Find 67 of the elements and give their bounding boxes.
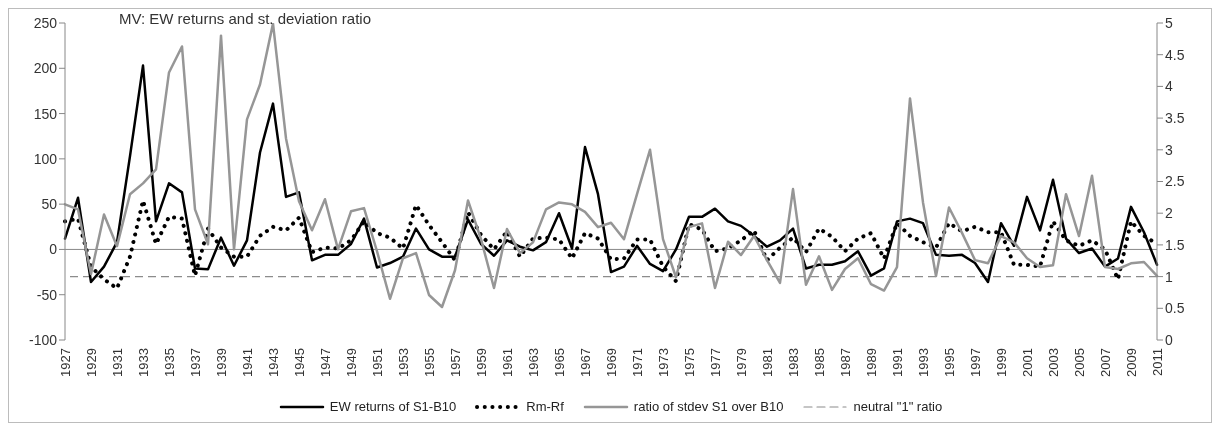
x-tick-label: 1945 [291, 348, 307, 377]
x-tick-label: 2005 [1071, 348, 1087, 377]
y2-tick-label: 5 [1165, 14, 1173, 31]
x-tick-label: 1927 [57, 348, 73, 377]
x-tick-label: 1957 [447, 348, 463, 377]
x-tick-label: 1991 [889, 348, 905, 377]
x-tick-label: 1937 [187, 348, 203, 377]
chart-title: MV: EW returns and st. deviation ratio [119, 10, 372, 27]
y-tick-label: 100 [33, 150, 58, 167]
y2-tick-label: 0 [1165, 331, 1173, 348]
x-tick-label: 1953 [395, 348, 411, 377]
y-tick-label: 200 [33, 60, 58, 77]
x-tick-label: 1993 [915, 348, 931, 377]
x-tick-label: 1955 [421, 348, 437, 377]
x-tick-label: 1951 [369, 348, 385, 377]
x-tick-label: 1961 [499, 348, 515, 377]
x-tick-label: 1981 [759, 348, 775, 377]
y2-tick-label: 3 [1165, 141, 1173, 158]
x-tick-label: 1997 [967, 348, 983, 377]
x-tick-label: 1979 [733, 348, 749, 377]
legend-label: Rm-Rf [526, 399, 564, 414]
x-tick-label: 1939 [213, 348, 229, 377]
y2-tick-label: 2 [1165, 205, 1173, 222]
x-tick-label: 1941 [239, 348, 255, 377]
x-tick-label: 1929 [83, 348, 99, 377]
x-tick-label: 1949 [343, 348, 359, 377]
y2-tick-label: 1 [1165, 268, 1173, 285]
x-tick-label: 1965 [551, 348, 567, 377]
y-tick-label: 150 [33, 105, 58, 122]
legend-label: ratio of stdev S1 over B10 [633, 399, 784, 414]
x-tick-label: 1959 [473, 348, 489, 377]
x-tick-label: 1933 [135, 348, 151, 377]
x-tick-label: 1995 [941, 348, 957, 377]
x-tick-label: 1985 [811, 348, 827, 377]
x-tick-label: 1947 [317, 348, 333, 377]
x-tick-label: 2001 [1019, 348, 1035, 377]
x-tick-label: 1943 [265, 348, 281, 377]
y-tick-label: -50 [36, 286, 58, 303]
x-tick-label: 1963 [525, 348, 541, 377]
x-tick-label: 1931 [109, 348, 125, 377]
y-tick-label: -100 [28, 331, 58, 348]
legend-label: EW returns of S1-B10 [329, 399, 457, 414]
y2-tick-label: 0.5 [1165, 300, 1185, 317]
y2-tick-label: 2.5 [1165, 173, 1185, 190]
y2-tick-label: 1.5 [1165, 236, 1185, 253]
y-tick-label: 250 [33, 14, 58, 31]
x-tick-label: 2007 [1097, 348, 1113, 377]
x-tick-label: 2009 [1123, 348, 1139, 377]
y-tick-label: 50 [41, 196, 58, 213]
x-tick-label: 2003 [1045, 348, 1061, 377]
x-tick-label: 1935 [161, 348, 177, 377]
x-tick-label: 1987 [837, 348, 853, 377]
x-tick-label: 1977 [707, 348, 723, 377]
x-tick-label: 1969 [603, 348, 619, 377]
y2-tick-label: 4 [1165, 78, 1173, 95]
y-tick-label: 0 [49, 241, 58, 258]
y2-tick-label: 4.5 [1165, 46, 1185, 63]
x-tick-label: 1975 [681, 348, 697, 377]
x-tick-label: 1973 [655, 348, 671, 377]
x-tick-label: 1983 [785, 348, 801, 377]
y2-tick-label: 3.5 [1165, 110, 1185, 127]
x-tick-label: 1967 [577, 348, 593, 377]
x-tick-label: 1971 [629, 348, 645, 377]
x-tick-label: 1989 [863, 348, 879, 377]
legend-label: neutral "1" ratio [853, 399, 943, 414]
x-tick-label: 1999 [993, 348, 1009, 377]
x-tick-label: 2011 [1149, 348, 1165, 376]
